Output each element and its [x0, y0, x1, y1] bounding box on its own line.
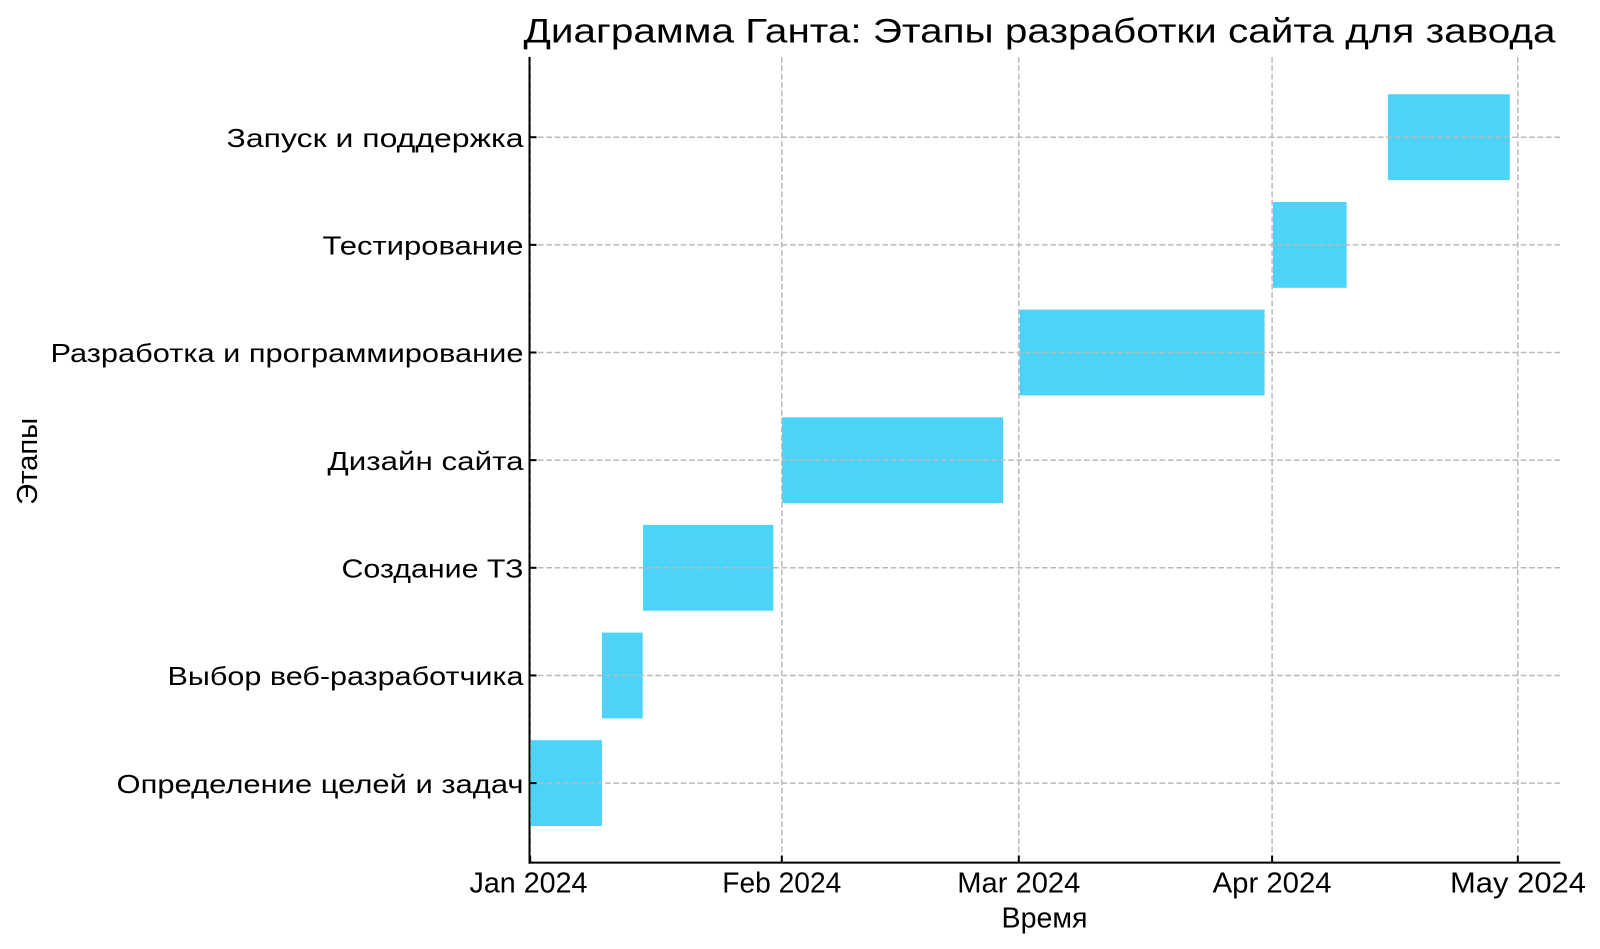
svg-text:Mar 2024: Mar 2024: [957, 867, 1080, 899]
svg-text:Этапы: Этапы: [12, 418, 44, 505]
svg-text:Apr 2024: Apr 2024: [1213, 867, 1332, 899]
svg-text:Feb 2024: Feb 2024: [722, 867, 841, 899]
svg-text:Разработка и программирование: Разработка и программирование: [51, 338, 524, 368]
svg-text:Создание ТЗ: Создание ТЗ: [342, 554, 524, 584]
svg-text:Диаграмма Ганта: Этапы разрабо: Диаграмма Ганта: Этапы разработки сайта …: [524, 13, 1556, 51]
svg-text:Дизайн сайта: Дизайн сайта: [328, 446, 525, 476]
svg-text:Jan 2024: Jan 2024: [470, 867, 588, 899]
svg-text:Время: Время: [1002, 903, 1088, 935]
svg-text:Тестирование: Тестирование: [323, 231, 524, 261]
svg-text:Выбор веб-разработчика: Выбор веб-разработчика: [168, 661, 525, 691]
svg-text:Определение целей и задач: Определение целей и задач: [117, 769, 524, 799]
svg-text:May 2024: May 2024: [1450, 867, 1586, 899]
svg-text:Запуск и поддержка: Запуск и поддержка: [227, 123, 525, 153]
